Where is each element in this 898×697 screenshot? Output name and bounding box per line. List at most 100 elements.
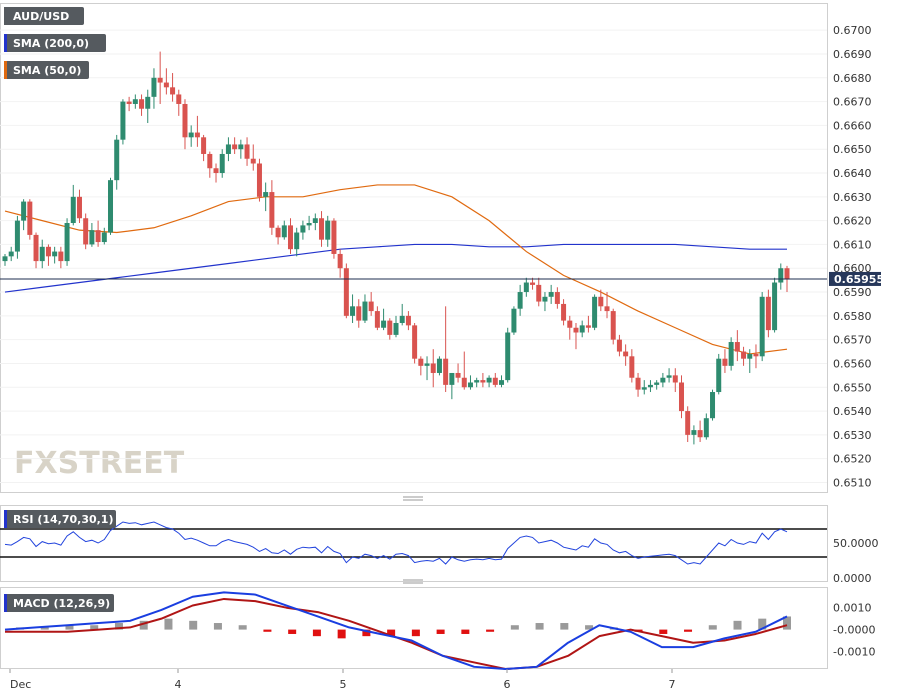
legend-item-audusd[interactable]: AUD/USD xyxy=(4,7,84,25)
candle-body xyxy=(108,180,114,233)
candle xyxy=(182,99,188,150)
macd-histogram-bar xyxy=(65,625,74,630)
candle-body xyxy=(660,377,666,383)
candle xyxy=(244,137,250,166)
candle-body xyxy=(194,132,200,138)
candle-body xyxy=(629,356,635,378)
macd-line xyxy=(4,591,788,670)
price-tick-label: 0.6670 xyxy=(833,96,872,109)
candle-body xyxy=(238,144,244,150)
candle xyxy=(337,249,343,278)
rsi-resize-handle[interactable] xyxy=(403,496,423,501)
candle-body xyxy=(585,325,591,328)
legend-item-macd[interactable]: MACD (12,26,9) xyxy=(4,594,114,612)
candle xyxy=(542,292,548,312)
macd-histogram-bar xyxy=(411,629,420,637)
candle-body xyxy=(331,220,337,254)
candle xyxy=(374,306,380,331)
current-price-label: 0.65955 xyxy=(834,273,884,286)
candle xyxy=(325,215,331,247)
legend-item-sma50[interactable]: SMA (50,0) xyxy=(4,61,89,79)
candle-body xyxy=(21,201,27,221)
candle-body xyxy=(312,218,318,224)
candle-body xyxy=(598,296,604,307)
candle-body xyxy=(654,382,660,385)
candle xyxy=(747,349,753,373)
candle xyxy=(424,356,430,381)
candle xyxy=(722,349,728,373)
candle xyxy=(52,246,58,264)
candle-body xyxy=(157,77,163,83)
candle xyxy=(554,287,560,309)
candle xyxy=(139,94,145,116)
candle-body xyxy=(734,342,740,352)
candle-body xyxy=(306,223,312,226)
macd-histogram-bar xyxy=(164,618,173,630)
sma200-line xyxy=(4,243,787,293)
candle-body xyxy=(269,192,275,228)
candle-body xyxy=(343,268,349,316)
candle xyxy=(567,315,573,340)
price-tick-label: 0.6510 xyxy=(833,476,872,489)
candle xyxy=(753,344,759,369)
candle xyxy=(269,180,275,235)
candle xyxy=(108,177,114,235)
candle-body xyxy=(256,163,262,197)
candle xyxy=(225,137,231,162)
candle-body xyxy=(430,363,436,373)
legend-item-sma200[interactable]: SMA (200,0) xyxy=(4,34,106,52)
x-tick-label: 5 xyxy=(340,678,347,691)
rsi-line xyxy=(4,521,788,565)
legend-label: SMA (200,0) xyxy=(13,37,89,50)
candle-body xyxy=(39,246,45,262)
candle-body xyxy=(263,192,269,197)
candle-body xyxy=(499,380,505,385)
candle-body xyxy=(455,372,461,378)
candle-body xyxy=(592,296,598,328)
candle xyxy=(759,292,765,362)
candle xyxy=(412,322,418,364)
candle xyxy=(405,311,411,331)
legend-item-rsi[interactable]: RSI (14,70,30,1) xyxy=(4,510,116,528)
candle xyxy=(368,292,374,316)
candle xyxy=(8,246,14,262)
candle-body xyxy=(672,375,678,383)
candle xyxy=(83,213,89,250)
macd-histogram-bar xyxy=(139,620,148,630)
macd-histogram-bar xyxy=(585,625,594,630)
price-tick-label: 0.6590 xyxy=(833,286,872,299)
candle-body xyxy=(492,377,498,385)
candle-body xyxy=(151,77,157,97)
candle-body xyxy=(89,230,95,245)
candle-body xyxy=(697,430,703,438)
candle-body xyxy=(772,282,778,331)
legend-label: RSI (14,70,30,1) xyxy=(13,513,113,526)
candle-body xyxy=(225,144,231,154)
x-tick-label: 6 xyxy=(504,678,511,691)
rsi-axis-label: 0.0000 xyxy=(833,572,872,585)
candle-body xyxy=(182,103,188,138)
candle-body xyxy=(635,377,641,390)
fxstreet-watermark: FXSTREET xyxy=(14,446,185,481)
candle xyxy=(467,375,473,390)
macd-resize-handle[interactable] xyxy=(403,579,423,584)
candle xyxy=(312,213,318,231)
candle-body xyxy=(753,353,759,357)
rsi-panel-frame xyxy=(0,505,828,582)
candle-body xyxy=(201,137,207,154)
candle xyxy=(331,218,337,259)
candle-body xyxy=(8,251,14,257)
candle xyxy=(176,89,182,116)
candle-body xyxy=(58,251,64,262)
candle-body xyxy=(27,201,33,235)
rsi-axis-label: 50.0000 xyxy=(833,537,879,550)
price-tick-label: 0.6520 xyxy=(833,453,872,466)
price-tick-label: 0.6540 xyxy=(833,405,872,418)
candle xyxy=(548,284,554,304)
macd-histogram-bar xyxy=(486,629,495,632)
candle xyxy=(33,232,39,269)
candle-body xyxy=(95,230,101,243)
candle-body xyxy=(368,301,374,312)
price-tick-label: 0.6620 xyxy=(833,215,872,228)
candle xyxy=(194,115,200,147)
